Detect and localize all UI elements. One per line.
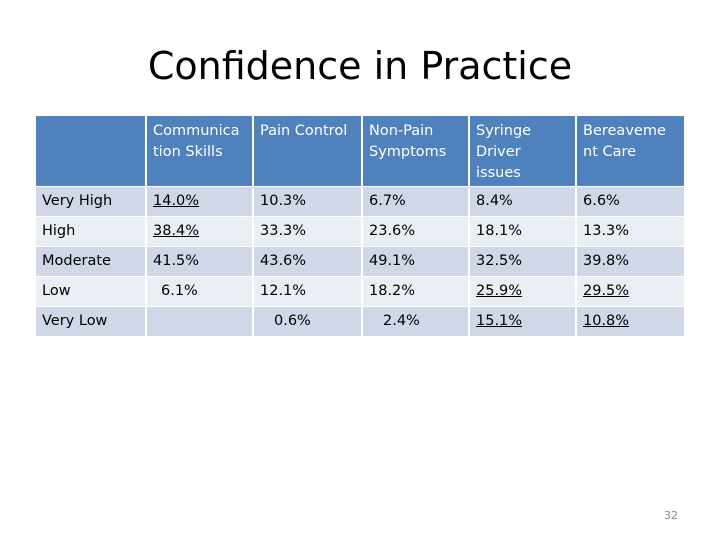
table-header-row: Communica tion Skills Pain Control Non-P… xyxy=(36,116,684,186)
table-cell: 41.5% xyxy=(145,246,253,276)
cell-value: 23.6% xyxy=(369,222,416,239)
page-number: 32 xyxy=(664,509,678,522)
cell-value: 13.3% xyxy=(583,222,630,239)
cell-value: 10.3% xyxy=(260,192,307,209)
table-cell: 13.3% xyxy=(575,216,684,246)
table-cell: 38.4% xyxy=(145,216,253,246)
table-cell: 2.4% xyxy=(361,306,469,336)
table-row: Moderate 41.5% 43.6% 49.1% 32.5% 39.8% xyxy=(36,246,684,276)
cell-value: 29.5% xyxy=(583,282,630,299)
table-cell: 49.1% xyxy=(361,246,469,276)
table-cell: 18.2% xyxy=(361,276,469,306)
header-cell-pain-control: Pain Control xyxy=(252,116,362,186)
table-cell: 10.3% xyxy=(252,186,362,216)
row-label: High xyxy=(36,216,146,246)
header-cell-syringe-driver-issues: Syringe Driver issues xyxy=(468,116,576,186)
table-row: Very High 14.0% 10.3% 6.7% 8.4% 6.6% xyxy=(36,186,684,216)
cell-value: 25.9% xyxy=(476,282,523,299)
table-cell: 15.1% xyxy=(468,306,576,336)
cell-value: 8.4% xyxy=(476,192,513,209)
cell-value: 38.4% xyxy=(153,222,200,239)
cell-value: 32.5% xyxy=(476,252,523,269)
slide-title: Confidence in Practice xyxy=(147,44,573,88)
table-cell: 23.6% xyxy=(361,216,469,246)
cell-value: 6.6% xyxy=(583,192,620,209)
row-label: Low xyxy=(36,276,146,306)
table-cell: 39.8% xyxy=(575,246,684,276)
cell-value: 0.6% xyxy=(274,312,311,329)
cell-value: 18.2% xyxy=(369,282,416,299)
table-cell: 6.1% xyxy=(145,276,253,306)
header-cell-communication-skills: Communica tion Skills xyxy=(145,116,253,186)
table-cell: 32.5% xyxy=(468,246,576,276)
table-cell: 18.1% xyxy=(468,216,576,246)
row-label: Very Low xyxy=(36,306,146,336)
table-cell: 10.8% xyxy=(575,306,684,336)
table-cell: 14.0% xyxy=(145,186,253,216)
confidence-table: Communica tion Skills Pain Control Non-P… xyxy=(36,116,684,336)
table-cell: 43.6% xyxy=(252,246,362,276)
table-cell: 12.1% xyxy=(252,276,362,306)
table-cell xyxy=(145,306,253,336)
table-cell: 25.9% xyxy=(468,276,576,306)
table-row: High 38.4% 33.3% 23.6% 18.1% 13.3% xyxy=(36,216,684,246)
header-cell-corner xyxy=(36,116,146,186)
cell-value: 12.1% xyxy=(260,282,307,299)
cell-value: 33.3% xyxy=(260,222,307,239)
cell-value: 10.8% xyxy=(583,312,630,329)
cell-value: 2.4% xyxy=(383,312,420,329)
cell-value: 6.7% xyxy=(369,192,406,209)
cell-value: 14.0% xyxy=(153,192,200,209)
table-cell: 29.5% xyxy=(575,276,684,306)
table-cell: 33.3% xyxy=(252,216,362,246)
cell-value: 6.1% xyxy=(161,282,198,299)
table-cell: 6.7% xyxy=(361,186,469,216)
cell-value: 43.6% xyxy=(260,252,307,269)
table-cell: 6.6% xyxy=(575,186,684,216)
cell-value: 49.1% xyxy=(369,252,416,269)
header-cell-non-pain-symptoms: Non-Pain Symptoms xyxy=(361,116,469,186)
cell-value: 18.1% xyxy=(476,222,523,239)
cell-value: 39.8% xyxy=(583,252,630,269)
cell-value: 15.1% xyxy=(476,312,523,329)
table-row: Very Low 0.6% 2.4% 15.1% 10.8% xyxy=(36,306,684,336)
cell-value: 41.5% xyxy=(153,252,200,269)
table-cell: 0.6% xyxy=(252,306,362,336)
row-label: Moderate xyxy=(36,246,146,276)
row-label: Very High xyxy=(36,186,146,216)
table-cell: 8.4% xyxy=(468,186,576,216)
header-cell-bereavement-care: Bereaveme nt Care xyxy=(575,116,684,186)
table-row: Low 6.1% 12.1% 18.2% 25.9% 29.5% xyxy=(36,276,684,306)
